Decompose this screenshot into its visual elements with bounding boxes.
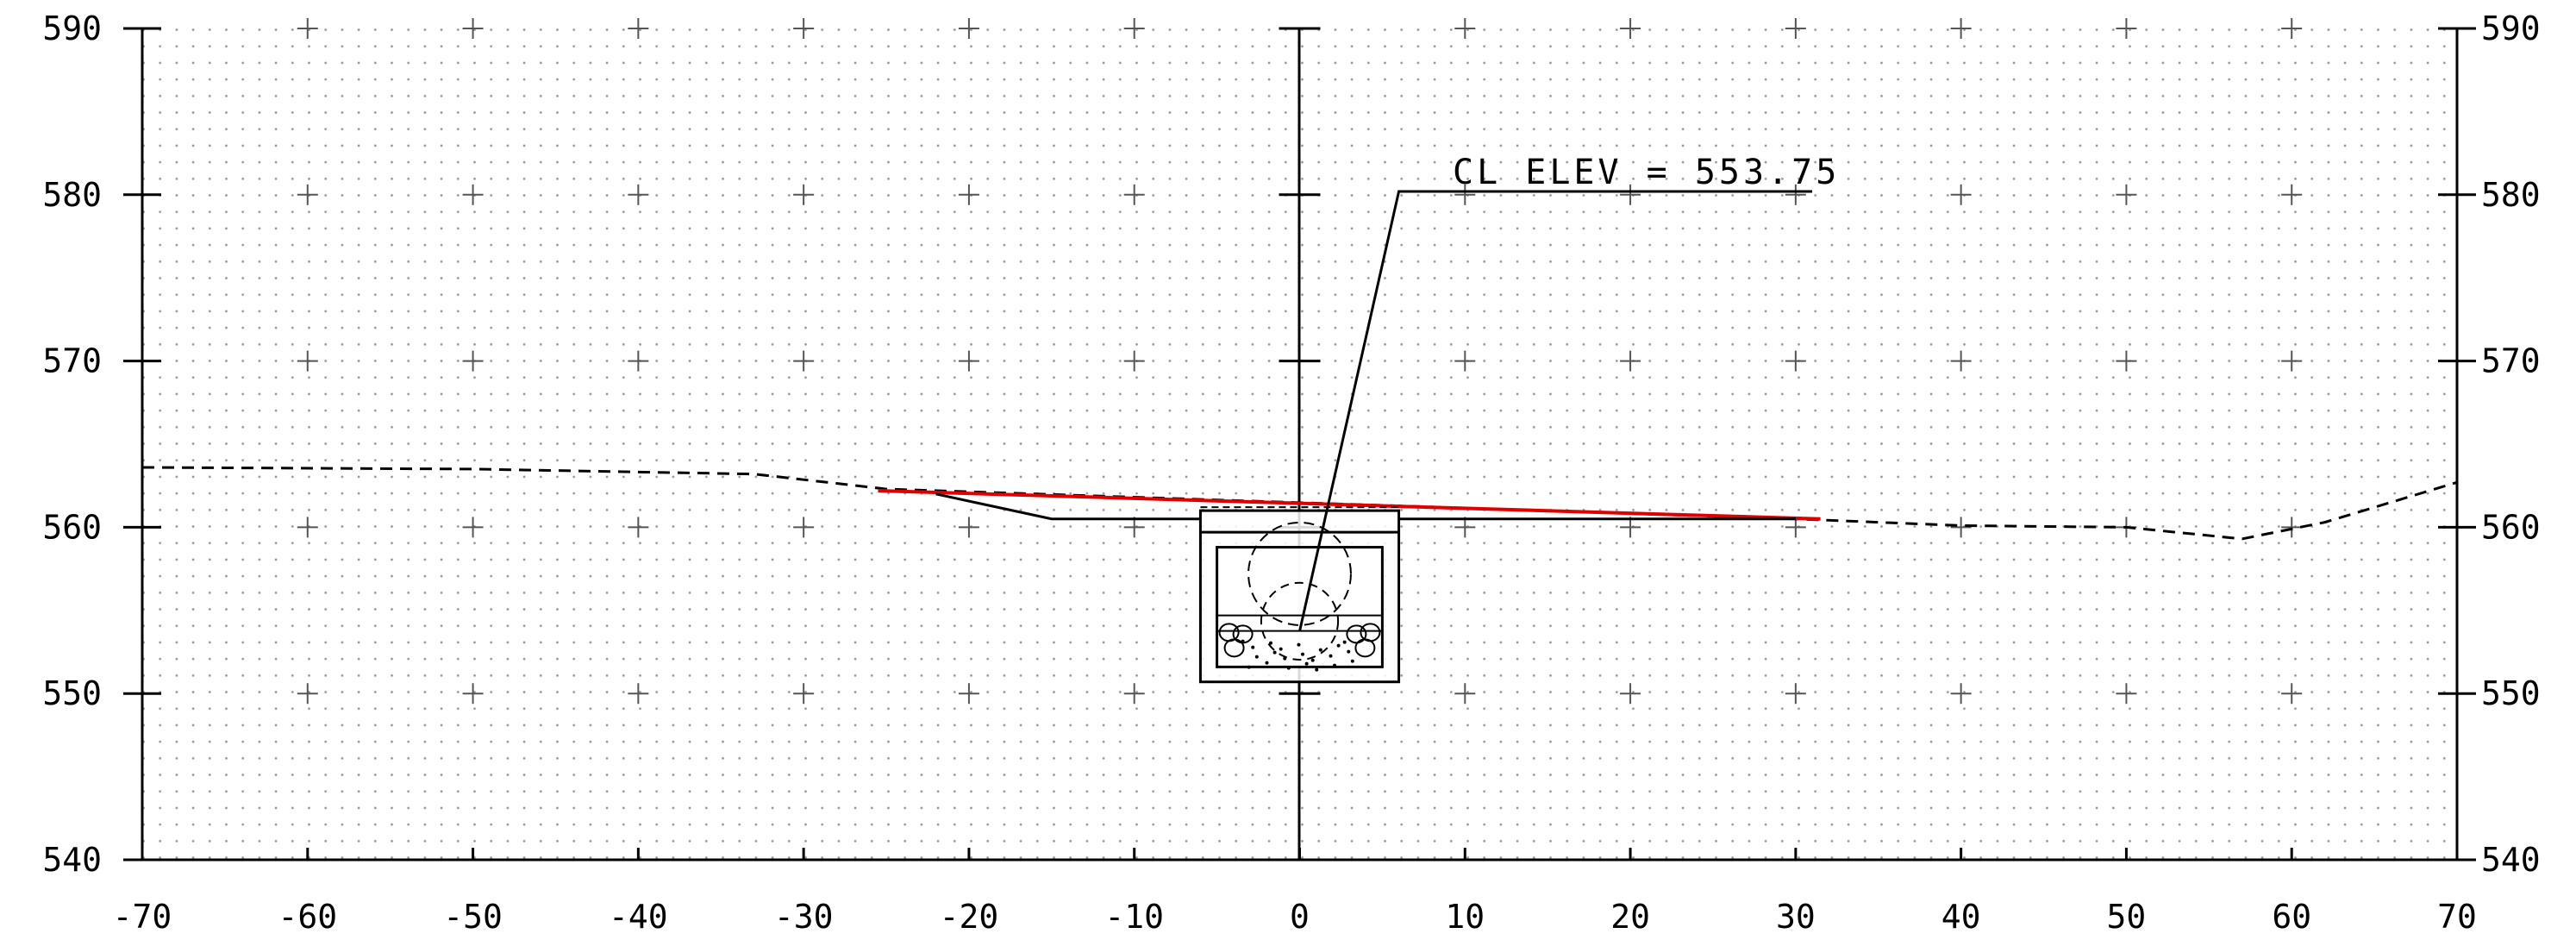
bedding-aggregate-dot	[1297, 642, 1301, 647]
cl-elevation-label: CL ELEV = 553.75	[1453, 153, 1840, 192]
axis-ticks	[123, 27, 2476, 862]
y-tick-label-right: 590	[2481, 9, 2541, 47]
x-tick-label: -40	[609, 898, 668, 936]
y-tick-label-right: 550	[2481, 674, 2541, 712]
bedding-aggregate-dot	[1304, 661, 1309, 666]
bedding-aggregate-dot	[1251, 645, 1255, 649]
x-tick-label: 0	[1290, 898, 1310, 936]
x-tick-label: -50	[443, 898, 503, 936]
x-tick-label: 70	[2437, 898, 2477, 936]
x-tick-labels: -70 -60 -50 -40 -30 -20 -10 0 10 20 30 40 50 60 70	[113, 898, 2477, 936]
bedding-aggregate-dot	[1310, 658, 1315, 662]
y-tick-label-right: 570	[2481, 342, 2541, 380]
box-culvert	[1198, 506, 1401, 684]
bedding-aggregate-dot	[1265, 661, 1269, 665]
bedding-aggregate-dot	[1286, 666, 1291, 670]
y-tick-label-left: 540	[42, 841, 102, 879]
y-tick-labels-left: 540 550 560 570 580 590	[42, 9, 102, 879]
bedding-aggregate-dot	[1301, 652, 1305, 656]
bedding-aggregate-dot	[1254, 655, 1259, 659]
pipe-invert-dashed	[1260, 581, 1340, 661]
x-tick-label: 40	[1941, 898, 1981, 936]
y-tick-label-left: 590	[42, 9, 102, 47]
profile-lines	[141, 466, 2458, 541]
profile-line-2	[878, 488, 1821, 521]
x-tick-label: -30	[774, 898, 834, 936]
bedding-aggregate-dot	[1329, 654, 1333, 658]
bedding-aggregate-dot	[1269, 641, 1273, 645]
x-tick-label: 50	[2107, 898, 2147, 936]
profile-line-3	[935, 492, 1201, 521]
x-tick-label: -70	[113, 898, 172, 936]
leader-line	[1298, 190, 1813, 632]
y-tick-label-left: 570	[42, 342, 102, 380]
bedding-aggregate-dot	[1315, 667, 1319, 672]
bedding-aggregate-dot	[1342, 640, 1347, 644]
bedding-aggregate-dot	[1347, 649, 1351, 654]
x-tick-label: 10	[1445, 898, 1485, 936]
bedding-aggregate-dot	[1272, 650, 1277, 655]
bedding-stone	[1223, 638, 1245, 658]
cl-elevation-leader	[1298, 190, 1813, 632]
bedding-stone	[1354, 638, 1376, 658]
bedding-aggregate-dot	[1318, 648, 1322, 652]
y-tick-label-left: 550	[42, 674, 102, 712]
bedding-aggregate-dot	[1350, 659, 1354, 663]
x-tick-label: 20	[1610, 898, 1650, 936]
bedding-aggregate-dot	[1247, 665, 1251, 669]
profile-line-1	[141, 466, 2458, 541]
y-tick-labels-right: 540 550 560 570 580 590	[2481, 9, 2541, 879]
x-tick-label: -20	[940, 898, 999, 936]
y-tick-label-right: 560	[2481, 508, 2541, 546]
x-tick-label: -10	[1104, 898, 1164, 936]
grid-plus-markers	[297, 18, 2303, 705]
pipe-outline-dashed	[1247, 521, 1352, 626]
bedding-aggregate-dot	[1279, 647, 1283, 651]
x-tick-label: -60	[278, 898, 337, 936]
y-tick-label-left: 560	[42, 508, 102, 546]
bedding-aggregate-dot	[1333, 663, 1337, 667]
bedding-aggregate-dot	[1336, 643, 1341, 648]
x-tick-label: 30	[1776, 898, 1816, 936]
culvert-inner-opening	[1216, 546, 1384, 668]
x-tick-label: 60	[2272, 898, 2311, 936]
y-tick-label-left: 580	[42, 176, 102, 214]
y-tick-label-right: 580	[2481, 176, 2541, 214]
y-tick-label-right: 540	[2481, 841, 2541, 879]
